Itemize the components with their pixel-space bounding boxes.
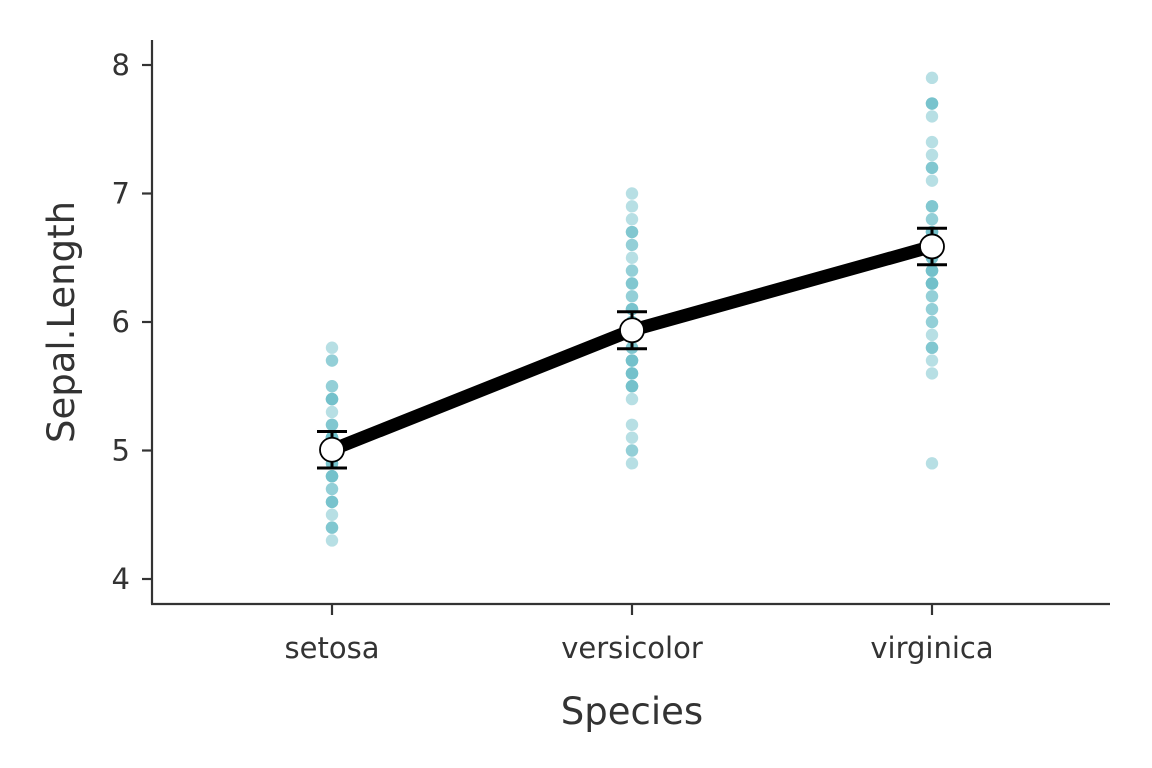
data-point — [625, 187, 639, 200]
data-point — [925, 354, 939, 367]
data-point — [925, 264, 939, 277]
data-point — [325, 521, 339, 534]
data-point — [325, 380, 339, 393]
data-point — [625, 418, 639, 431]
x-axis-label: Species — [561, 690, 703, 733]
data-point — [925, 148, 939, 162]
data-point — [325, 534, 339, 547]
data-point — [625, 251, 639, 264]
data-point — [925, 341, 939, 354]
data-point — [625, 367, 639, 380]
data-point — [925, 277, 939, 290]
data-point — [625, 238, 639, 252]
data-point — [925, 161, 939, 174]
data-point — [325, 341, 339, 354]
x-tick-label-virginica: virginica — [870, 631, 993, 665]
data-point — [925, 71, 939, 85]
data-point — [625, 354, 639, 367]
y-tick-label: 8 — [112, 48, 130, 82]
data-point — [925, 302, 939, 316]
data-point — [925, 315, 939, 329]
data-point — [325, 418, 339, 431]
data-point — [625, 200, 639, 213]
data-point — [625, 444, 639, 457]
data-point — [925, 367, 939, 380]
data-point — [625, 213, 639, 226]
x-tick-label-setosa: setosa — [285, 631, 380, 665]
data-point — [625, 392, 639, 406]
data-point — [925, 200, 939, 213]
data-point — [325, 405, 339, 419]
data-point — [925, 290, 939, 303]
data-point — [625, 431, 639, 444]
data-point — [625, 457, 639, 470]
data-point — [925, 213, 939, 226]
axes-layer: 4 5 6 7 8 setosa versicolor virginica — [112, 40, 1110, 665]
mean-point-versicolor — [619, 317, 645, 344]
x-ticks: setosa versicolor virginica — [285, 604, 994, 665]
y-tick-label: 5 — [112, 434, 130, 468]
data-point — [625, 264, 639, 277]
y-ticks: 4 5 6 7 8 — [112, 48, 152, 596]
data-point — [625, 277, 639, 290]
y-axis-label: Sepal.Length — [40, 201, 83, 443]
data-point — [925, 174, 939, 187]
mean-point-setosa — [319, 436, 345, 463]
data-point — [925, 110, 939, 123]
data-point — [925, 97, 939, 110]
data-point — [325, 495, 339, 509]
data-point — [925, 328, 939, 342]
y-tick-label: 4 — [112, 562, 130, 596]
x-tick-label-versicolor: versicolor — [561, 631, 703, 665]
raw-points-layer — [325, 71, 939, 547]
data-point — [625, 225, 639, 239]
data-point — [625, 290, 639, 303]
data-point — [625, 380, 639, 393]
data-point — [925, 457, 939, 470]
data-point — [325, 354, 339, 367]
data-point — [325, 508, 339, 521]
data-point — [325, 470, 339, 483]
mean-point-virginica — [919, 233, 945, 260]
data-point — [325, 392, 339, 406]
mean-points-layer — [319, 233, 945, 463]
data-point — [325, 482, 339, 496]
y-tick-label: 7 — [112, 177, 130, 211]
data-point — [925, 135, 939, 149]
y-tick-label: 6 — [112, 305, 130, 339]
